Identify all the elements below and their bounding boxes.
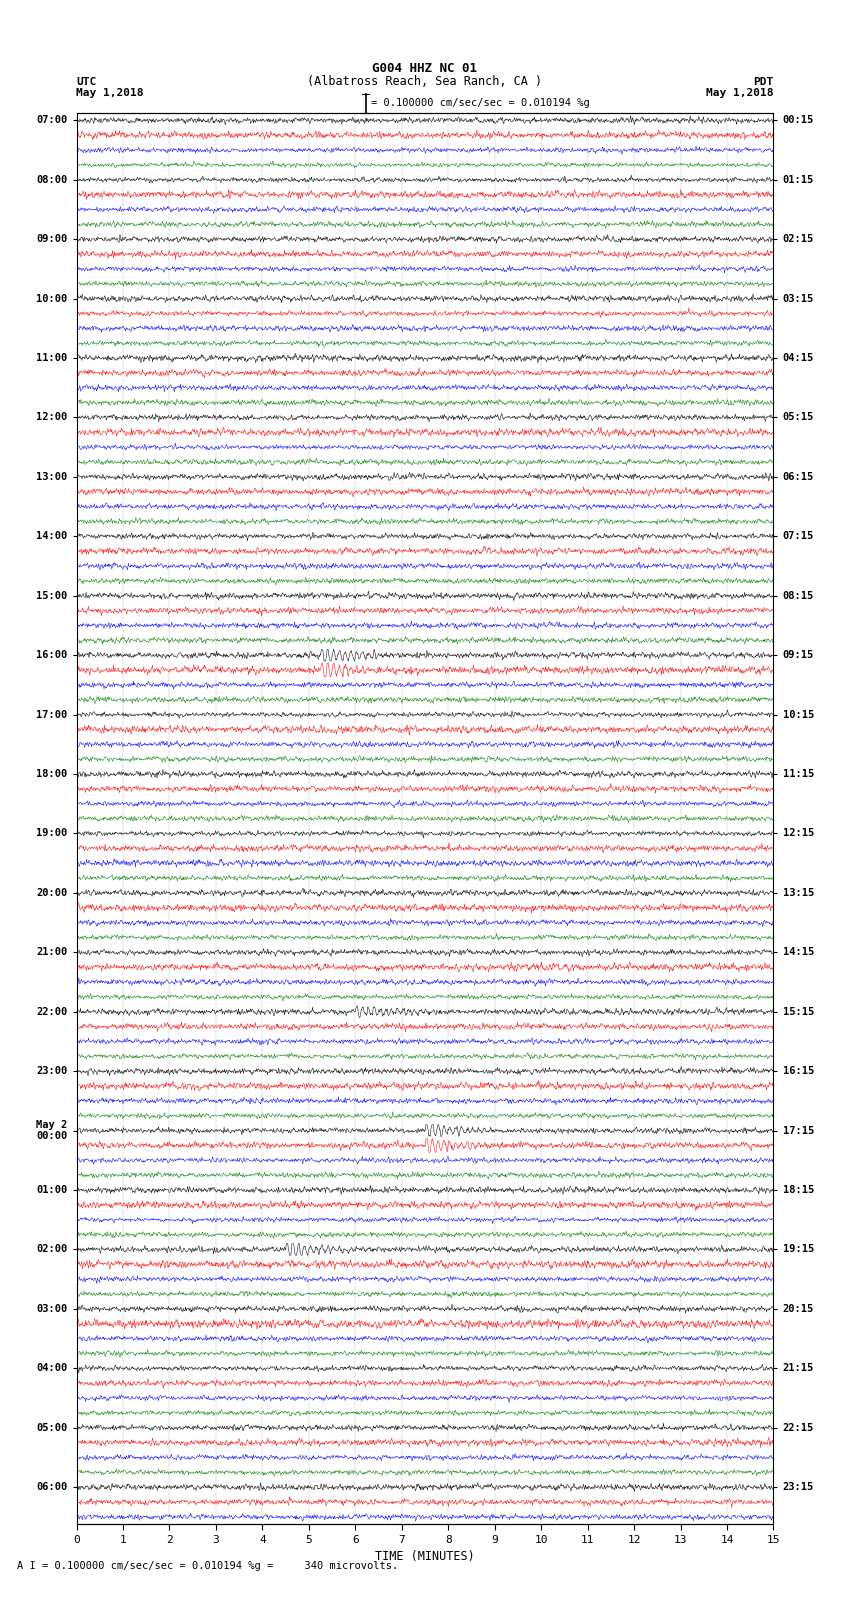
X-axis label: TIME (MINUTES): TIME (MINUTES) [375,1550,475,1563]
Text: May 1,2018: May 1,2018 [76,89,144,98]
Text: A I = 0.100000 cm/sec/sec = 0.010194 %g =     340 microvolts.: A I = 0.100000 cm/sec/sec = 0.010194 %g … [17,1561,399,1571]
Text: PDT: PDT [753,77,774,87]
Text: May 1,2018: May 1,2018 [706,89,774,98]
Text: = 0.100000 cm/sec/sec = 0.010194 %g: = 0.100000 cm/sec/sec = 0.010194 %g [371,98,590,108]
Text: (Albatross Reach, Sea Ranch, CA ): (Albatross Reach, Sea Ranch, CA ) [308,74,542,87]
Text: G004 HHZ NC 01: G004 HHZ NC 01 [372,61,478,76]
Text: UTC: UTC [76,77,97,87]
